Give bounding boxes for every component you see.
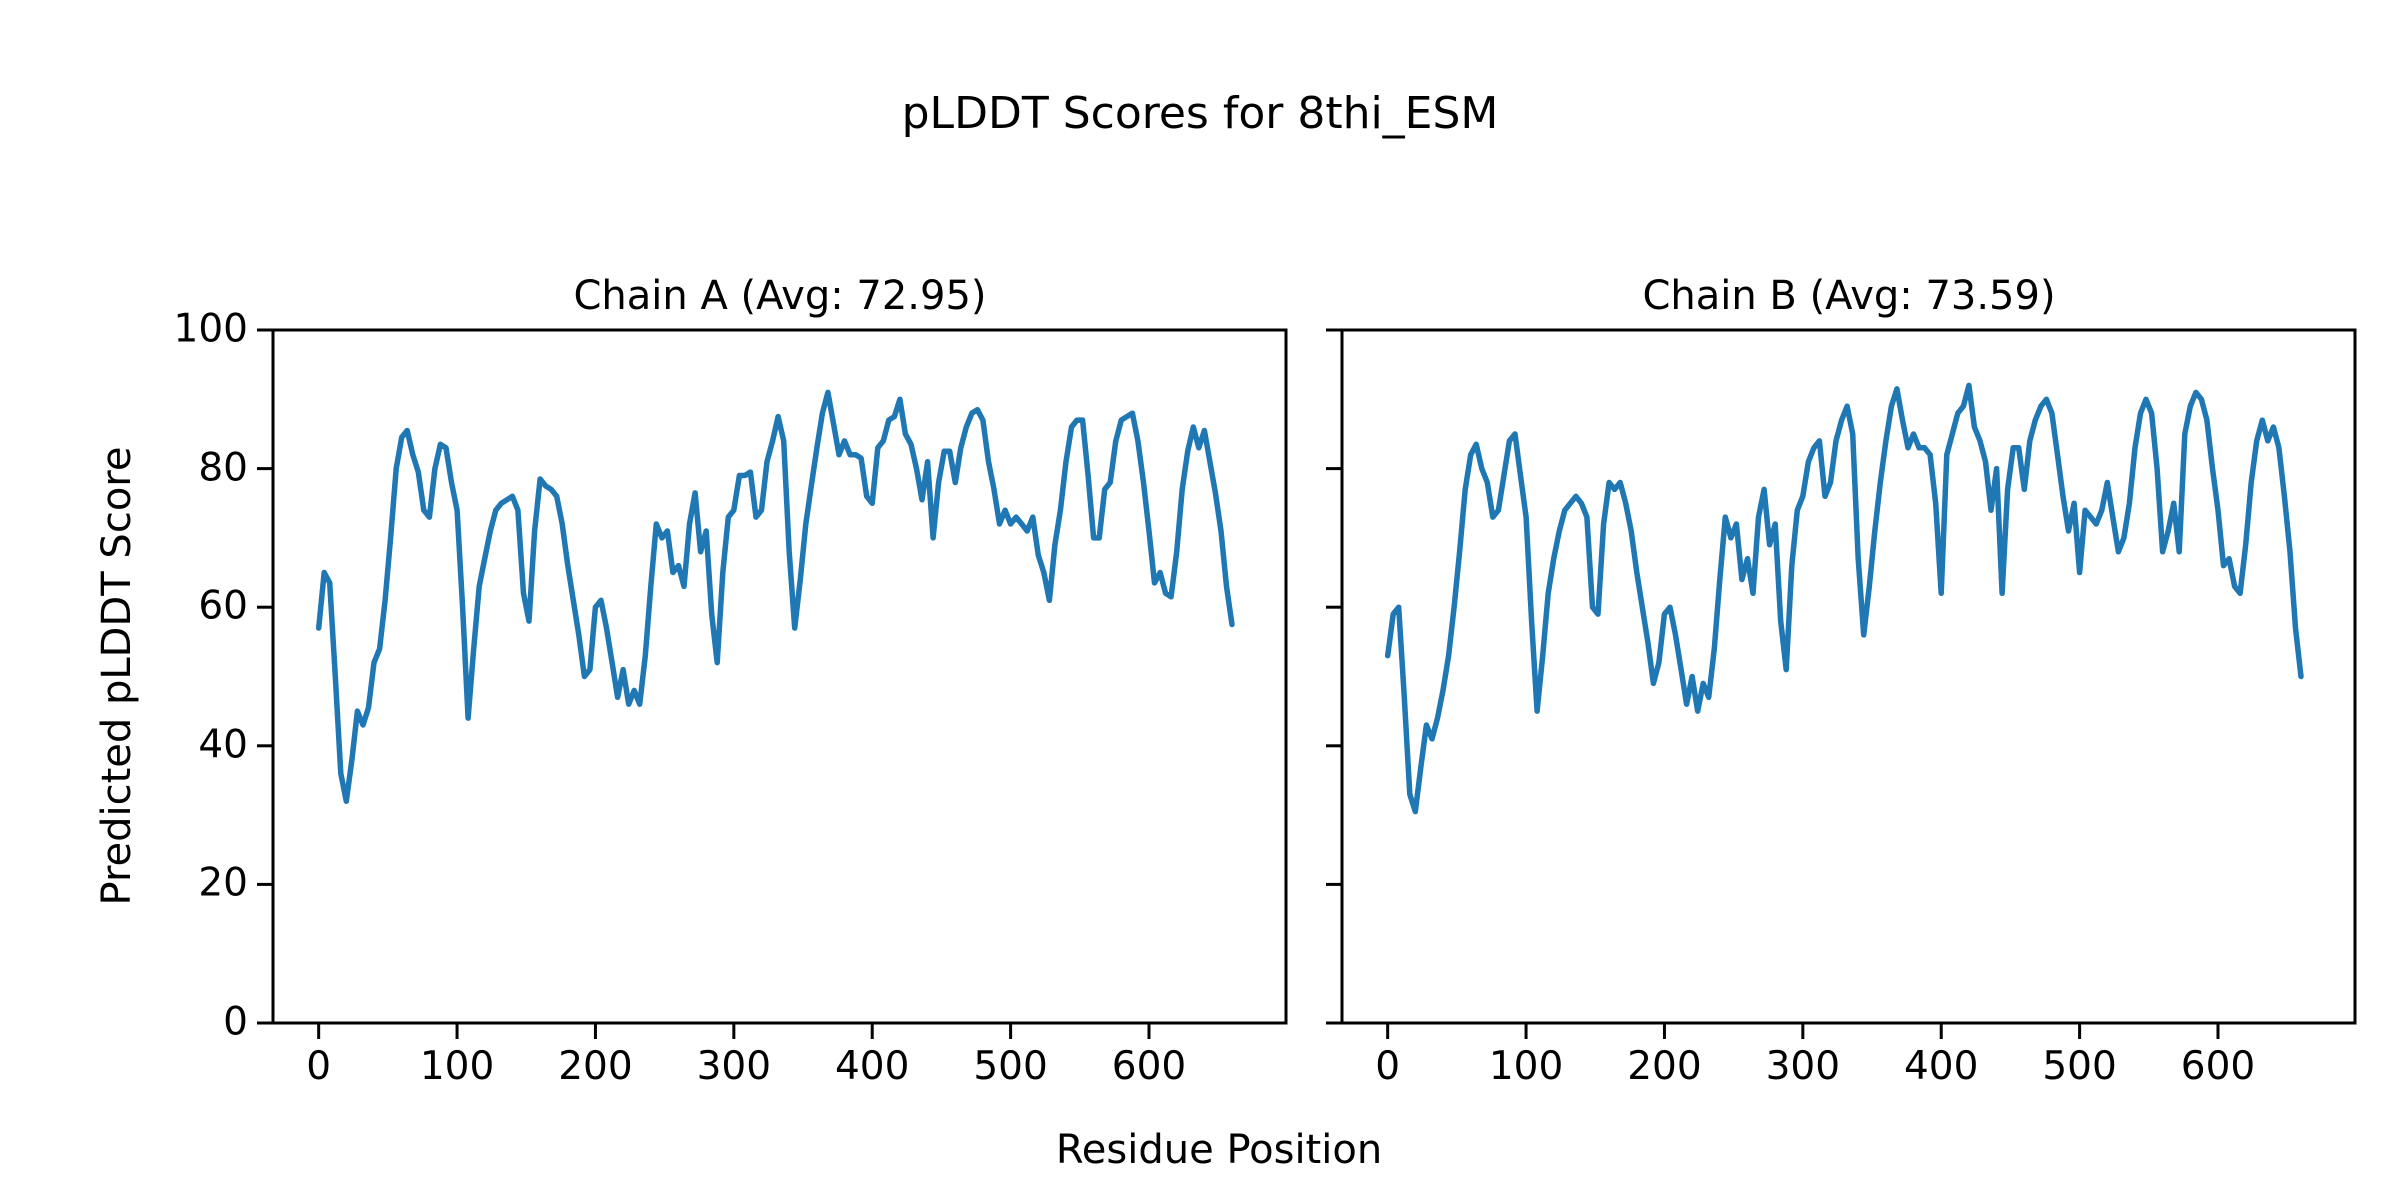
chain-b-x-tick-label: 200	[1627, 1044, 1702, 1089]
chain-b-x-tick-label: 400	[1903, 1044, 1979, 1089]
chain-a-y-tick-label: 100	[173, 306, 248, 352]
chain-a-y-tick-label: 60	[198, 583, 248, 629]
chain-a-x-tick-label: 0	[306, 1044, 332, 1089]
chain-a-x-tick-label: 300	[696, 1044, 772, 1089]
chain-b-x-tick-label: 300	[1765, 1044, 1841, 1089]
chain-b-spines	[1340, 328, 2357, 1025]
chain-a-x-tick-label: 100	[419, 1044, 495, 1089]
chain-a-x-tick-label: 200	[558, 1044, 633, 1089]
x-axis-label: Residue Position	[1055, 1127, 1383, 1173]
chain-b-plddt-line	[1384, 382, 2304, 815]
chain-a-y-tick-label: 20	[198, 860, 248, 906]
chain-a-x-tick-label: 500	[973, 1044, 1048, 1089]
chain-b-axes	[1326, 328, 2357, 1039]
chain-a-y-tick-label: 0	[223, 999, 248, 1045]
chain-a-x-tick-label: 600	[1111, 1044, 1187, 1089]
chain-a-x-tick-label: 400	[834, 1044, 910, 1089]
chain-a-spines	[271, 328, 1288, 1025]
chain-b-x-tick-label: 500	[2042, 1044, 2117, 1089]
chain-b-x-tick-label: 600	[2180, 1044, 2256, 1089]
chain-b-x-tick-label: 100	[1488, 1044, 1564, 1089]
chain-a-y-tick-label: 80	[198, 445, 248, 491]
chain-a-title: Chain A (Avg: 72.95)	[573, 273, 987, 319]
figure-title: pLDDT Scores for 8thi_ESM	[901, 88, 1499, 139]
chain-a-y-tick-label: 40	[198, 722, 248, 768]
chain-a-axes	[257, 328, 1288, 1039]
chain-b-title: Chain B (Avg: 73.59)	[1642, 273, 2056, 319]
chain-a-plddt-line	[315, 389, 1235, 804]
chain-b-x-tick-label: 0	[1375, 1044, 1401, 1089]
